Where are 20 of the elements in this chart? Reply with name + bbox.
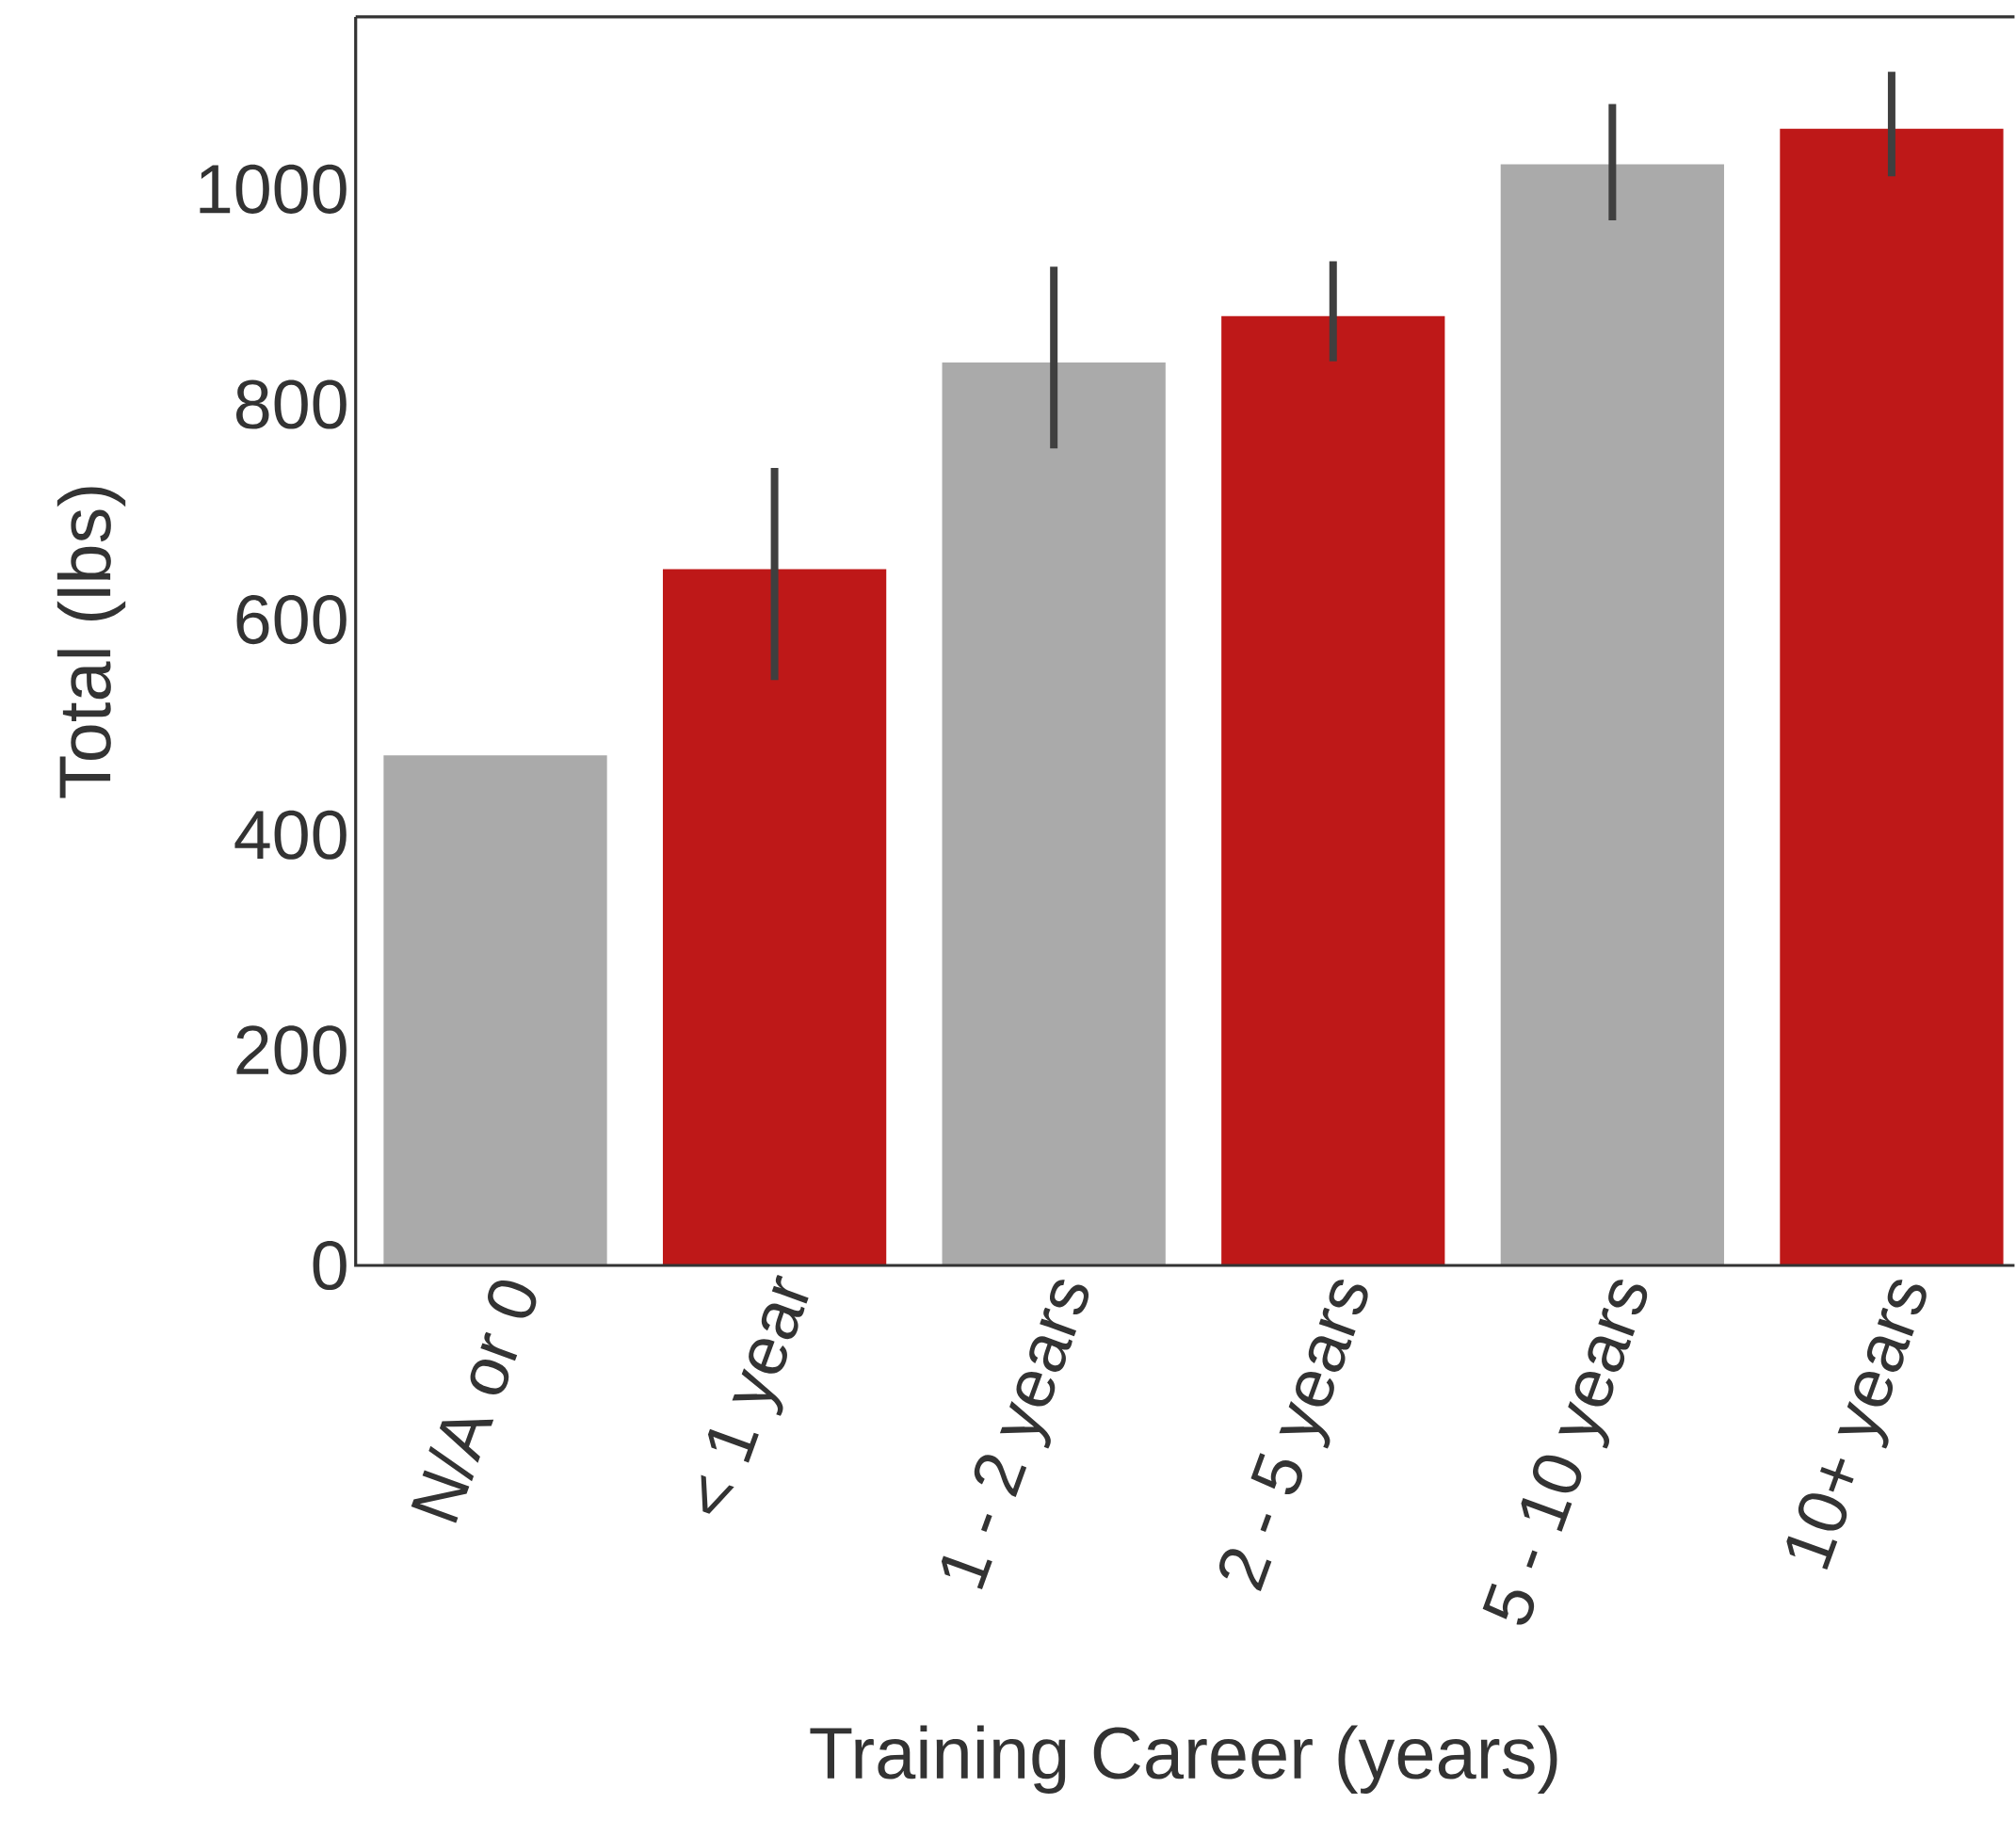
bar xyxy=(1500,164,1724,1266)
x-tick-label: N/A or 0 xyxy=(411,1280,537,1523)
x-tick-label: 5 - 10 years xyxy=(1482,1280,1648,1625)
y-tick-label: 200 xyxy=(236,1025,347,1075)
bar xyxy=(1221,315,1445,1266)
x-tick-label: 2 - 5 years xyxy=(1218,1280,1368,1592)
y-axis-title: Total (lbs) xyxy=(56,487,126,798)
bar xyxy=(1780,129,2004,1266)
bar xyxy=(942,362,1166,1266)
bar xyxy=(662,569,887,1266)
x-axis-title: Training Career (years) xyxy=(810,1725,1557,1795)
y-tick-label: 0 xyxy=(313,1241,347,1291)
x-tick-label: 1 - 2 years xyxy=(941,1280,1089,1590)
bar xyxy=(383,755,607,1266)
x-tick-label: 10+ years xyxy=(1786,1280,1927,1570)
y-tick-label: 600 xyxy=(236,595,347,645)
y-tick-label: 1000 xyxy=(200,165,347,215)
y-tick-label: 800 xyxy=(235,379,347,429)
x-tick-label: < 1 year xyxy=(701,1275,809,1515)
y-tick-label: 400 xyxy=(234,810,347,861)
